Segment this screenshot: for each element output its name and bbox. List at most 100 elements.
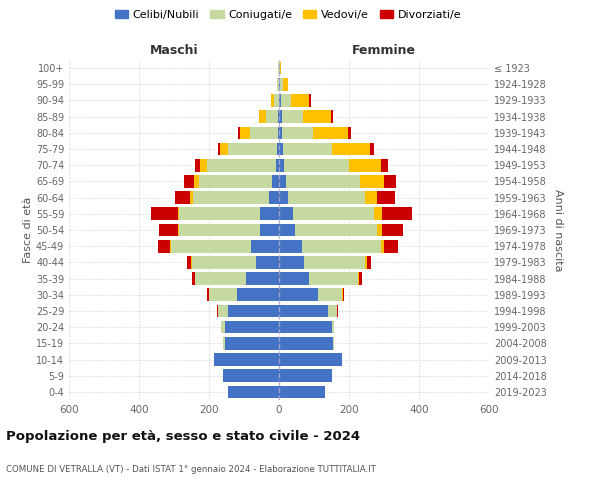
Bar (178, 224, 179, 236)
Bar (280, 62, 281, 74)
Bar (279, 126, 282, 139)
Bar (207, 288, 209, 301)
Bar (223, 337, 225, 349)
Bar (274, 94, 279, 107)
Bar (228, 142, 277, 156)
Bar (250, 126, 278, 139)
Bar (279, 353, 342, 366)
Bar (342, 288, 343, 301)
Bar (348, 126, 351, 139)
Bar (223, 370, 279, 382)
Bar (279, 110, 282, 123)
Bar (225, 337, 279, 349)
Bar (279, 175, 286, 188)
Bar (358, 272, 359, 285)
Bar (333, 337, 334, 349)
Bar (302, 240, 380, 252)
Bar (151, 208, 178, 220)
Y-axis label: Anni di nascita: Anni di nascita (553, 188, 563, 271)
Bar (179, 208, 260, 220)
Bar (209, 288, 237, 301)
Bar (279, 208, 293, 220)
Bar (170, 240, 251, 252)
Bar (199, 175, 272, 188)
Bar (304, 256, 365, 268)
Bar (279, 386, 325, 398)
Bar (218, 304, 228, 318)
Bar (278, 110, 279, 123)
Bar (279, 62, 280, 74)
Bar (221, 321, 225, 334)
Bar (365, 192, 377, 204)
Bar (280, 78, 283, 90)
Bar (190, 192, 193, 204)
Bar (291, 94, 309, 107)
Bar (237, 288, 279, 301)
Bar (309, 272, 358, 285)
Bar (175, 192, 190, 204)
Bar (279, 142, 283, 156)
Bar (191, 256, 256, 268)
Bar (238, 126, 240, 139)
Bar (309, 94, 311, 107)
Bar (279, 272, 309, 285)
Bar (279, 224, 295, 236)
Bar (279, 304, 328, 318)
Bar (317, 288, 342, 301)
Bar (271, 94, 274, 107)
Bar (194, 175, 199, 188)
Bar (251, 240, 279, 252)
Bar (279, 337, 333, 349)
Bar (377, 224, 382, 236)
Bar (259, 110, 266, 123)
Bar (295, 224, 377, 236)
Bar (158, 240, 170, 252)
Bar (195, 272, 246, 285)
Bar (195, 159, 200, 172)
Bar (240, 126, 250, 139)
Bar (331, 110, 332, 123)
Text: COMUNE DI VETRALLA (VT) - Dati ISTAT 1° gennaio 2024 - Elaborazione TUTTITALIA.I: COMUNE DI VETRALLA (VT) - Dati ISTAT 1° … (6, 465, 376, 474)
Bar (260, 208, 279, 220)
Bar (367, 256, 371, 268)
Text: Popolazione per età, sesso e stato civile - 2024: Popolazione per età, sesso e stato civil… (6, 430, 360, 443)
Bar (380, 159, 388, 172)
Bar (288, 192, 365, 204)
Bar (178, 208, 179, 220)
Bar (279, 256, 304, 268)
Bar (382, 208, 412, 220)
Bar (214, 353, 279, 366)
Bar (269, 192, 279, 204)
Bar (282, 110, 303, 123)
Bar (384, 175, 396, 188)
Bar (359, 272, 362, 285)
Bar (200, 159, 207, 172)
Bar (228, 304, 279, 318)
Bar (370, 142, 373, 156)
Bar (275, 159, 279, 172)
Bar (382, 224, 403, 236)
Bar (260, 224, 279, 236)
Bar (279, 192, 288, 204)
Bar (272, 175, 279, 188)
Bar (277, 78, 279, 90)
Bar (282, 126, 313, 139)
Bar (279, 370, 331, 382)
Text: Maschi: Maschi (149, 44, 199, 57)
Bar (343, 288, 344, 301)
Bar (279, 288, 317, 301)
Bar (281, 94, 291, 107)
Bar (279, 240, 302, 252)
Bar (279, 94, 281, 107)
Bar (220, 142, 228, 156)
Bar (331, 142, 370, 156)
Bar (293, 208, 373, 220)
Bar (380, 240, 384, 252)
Bar (331, 321, 334, 334)
Bar (283, 142, 331, 156)
Bar (217, 304, 218, 318)
Bar (373, 208, 382, 220)
Bar (303, 110, 331, 123)
Bar (187, 256, 191, 268)
Bar (349, 159, 380, 172)
